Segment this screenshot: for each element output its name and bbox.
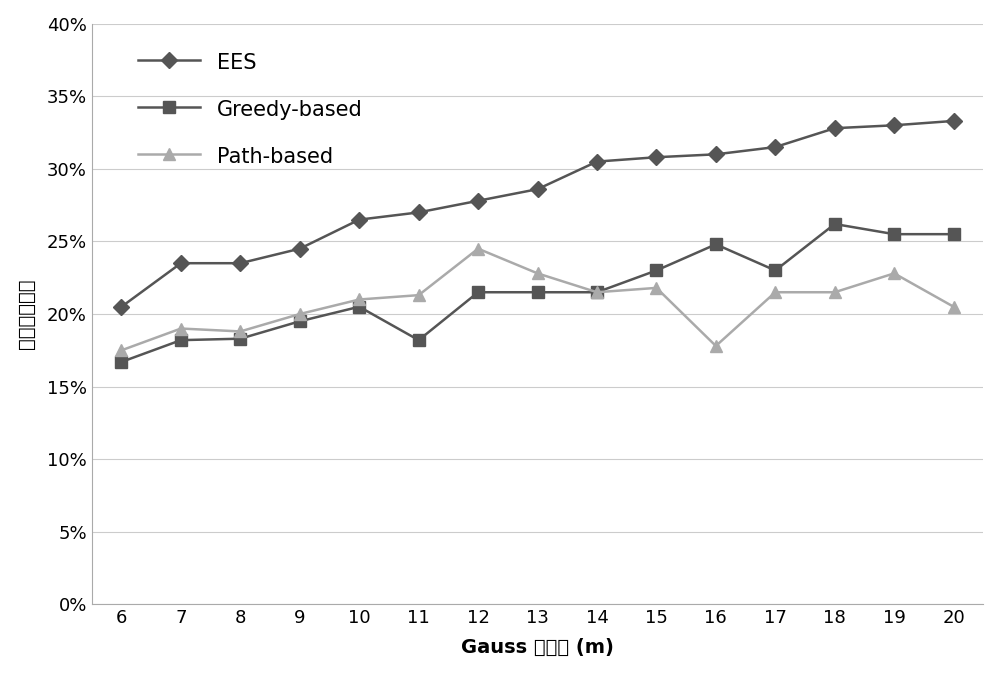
EES (591, 158, 603, 166)
EES (413, 208, 425, 216)
EES (948, 117, 960, 125)
EES (532, 185, 544, 193)
Path-based (769, 288, 781, 297)
EES (829, 124, 841, 132)
Greedy-based (888, 230, 900, 238)
Greedy-based (532, 288, 544, 297)
Y-axis label: 电能节省比例: 电能节省比例 (17, 279, 36, 349)
EES (472, 197, 484, 205)
Greedy-based (948, 230, 960, 238)
Path-based (115, 346, 127, 355)
Greedy-based (829, 220, 841, 228)
Path-based (948, 303, 960, 311)
Path-based (294, 310, 306, 318)
Greedy-based (591, 288, 603, 297)
Line: EES: EES (116, 115, 959, 312)
Greedy-based (472, 288, 484, 297)
Greedy-based (650, 266, 662, 274)
Path-based (472, 245, 484, 253)
Path-based (175, 324, 187, 332)
Path-based (591, 288, 603, 297)
Greedy-based (115, 358, 127, 366)
Greedy-based (234, 335, 246, 343)
Line: Path-based: Path-based (116, 243, 959, 356)
EES (769, 143, 781, 151)
Path-based (710, 342, 722, 350)
Greedy-based (769, 266, 781, 274)
Path-based (532, 270, 544, 278)
EES (234, 259, 246, 268)
EES (353, 216, 365, 224)
Greedy-based (353, 303, 365, 311)
Legend: EES, Greedy-based, Path-based: EES, Greedy-based, Path-based (138, 51, 363, 166)
Path-based (413, 291, 425, 299)
Line: Greedy-based: Greedy-based (116, 218, 959, 367)
EES (294, 245, 306, 253)
Path-based (888, 270, 900, 278)
EES (650, 153, 662, 161)
Greedy-based (710, 241, 722, 249)
Path-based (829, 288, 841, 297)
EES (888, 121, 900, 129)
Greedy-based (175, 336, 187, 344)
EES (115, 303, 127, 311)
Path-based (234, 328, 246, 336)
Path-based (650, 284, 662, 292)
Path-based (353, 295, 365, 303)
EES (710, 150, 722, 158)
X-axis label: Gauss 工作流 (m): Gauss 工作流 (m) (461, 638, 614, 657)
EES (175, 259, 187, 268)
Greedy-based (294, 317, 306, 326)
Greedy-based (413, 336, 425, 344)
